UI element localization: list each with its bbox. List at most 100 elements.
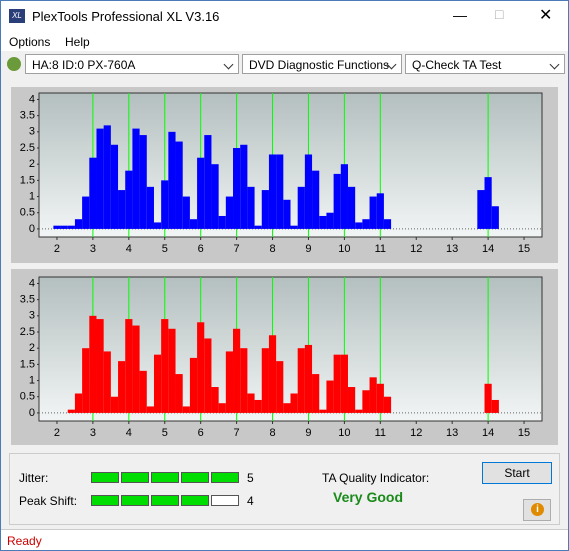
bar <box>369 196 377 229</box>
bar <box>96 319 104 413</box>
x-tick-label: 5 <box>162 243 168 255</box>
bar <box>319 409 327 413</box>
bar <box>139 135 147 229</box>
y-tick-label: 3 <box>29 310 35 322</box>
bar <box>168 328 176 413</box>
bar <box>347 387 356 413</box>
bar <box>362 219 370 229</box>
bar <box>254 225 262 229</box>
bar <box>247 186 255 229</box>
bar <box>118 190 126 229</box>
x-tick-label: 13 <box>446 427 458 439</box>
level-segment <box>151 472 179 483</box>
bar <box>484 383 492 413</box>
y-tick-label: 1.5 <box>20 174 35 186</box>
bar <box>103 125 111 229</box>
bar <box>376 193 384 229</box>
bar <box>218 215 226 229</box>
bar <box>233 328 241 413</box>
y-tick-label: 1.5 <box>20 358 35 370</box>
peak-shift-label: Peak Shift: <box>19 494 78 508</box>
bar <box>225 196 234 229</box>
bar <box>146 406 154 413</box>
drive-icon <box>7 57 21 71</box>
y-tick-label: 0 <box>29 223 35 235</box>
y-tick-label: 1 <box>29 374 35 386</box>
y-tick-label: 2 <box>29 158 35 170</box>
bar <box>319 215 327 229</box>
test-select[interactable]: Q-Check TA Test <box>405 54 565 74</box>
bar <box>189 357 198 413</box>
drive-select[interactable]: HA:8 ID:0 PX-760A <box>25 54 239 74</box>
bar <box>340 164 348 229</box>
bar <box>182 406 190 413</box>
y-tick-label: 2.5 <box>20 326 35 338</box>
bar <box>491 206 499 229</box>
bar <box>290 393 298 413</box>
x-tick-label: 3 <box>90 427 96 439</box>
bar <box>261 190 269 229</box>
level-segment <box>181 472 209 483</box>
y-tick-label: 3.5 <box>20 110 35 122</box>
bar <box>491 399 499 413</box>
menu-item[interactable]: Options <box>9 35 51 49</box>
bar <box>197 157 205 229</box>
bar <box>225 351 234 413</box>
bar <box>96 128 104 229</box>
x-tick-label: 10 <box>338 427 350 439</box>
x-tick-label: 7 <box>234 243 240 255</box>
status-text: Ready <box>7 534 42 548</box>
y-tick-label: 3 <box>29 126 35 138</box>
info-button[interactable]: i <box>523 499 551 521</box>
bar <box>132 325 140 413</box>
bar <box>268 154 277 229</box>
y-tick-label: 2.5 <box>20 142 35 154</box>
level-segment <box>181 495 209 506</box>
bar <box>304 344 313 413</box>
bar <box>347 186 356 229</box>
bar <box>146 186 154 229</box>
level-segment <box>211 472 239 483</box>
bar <box>153 354 162 413</box>
bar <box>110 396 119 413</box>
x-tick-label: 13 <box>446 243 458 255</box>
menu-bar: Options Help <box>1 31 568 51</box>
y-tick-label: 0.5 <box>20 391 35 403</box>
x-tick-label: 6 <box>198 243 204 255</box>
bar <box>139 370 147 413</box>
menu-item[interactable]: Help <box>65 35 90 49</box>
x-tick-label: 3 <box>90 243 96 255</box>
x-tick-label: 15 <box>518 427 530 439</box>
bar <box>355 409 363 413</box>
bar <box>383 396 392 413</box>
bar <box>312 170 320 229</box>
x-tick-label: 8 <box>269 243 275 255</box>
minimize[interactable]: — <box>453 7 467 23</box>
function-select[interactable]: DVD Diagnostic Functions <box>242 54 402 74</box>
y-tick-label: 2 <box>29 342 35 354</box>
bar <box>211 164 219 229</box>
bar <box>276 361 284 413</box>
bar <box>74 393 83 413</box>
bar <box>261 348 269 413</box>
ta-value: Very Good <box>333 489 404 505</box>
title-bar: XL PlexTools Professional XL V3.16 — □ ✕ <box>1 1 568 31</box>
close[interactable]: ✕ <box>539 7 553 24</box>
bar <box>333 173 341 229</box>
start-button[interactable]: Start <box>482 462 552 484</box>
bar <box>67 409 75 413</box>
level-segment <box>121 472 149 483</box>
bar <box>82 348 90 413</box>
bar <box>189 219 198 229</box>
x-tick-label: 9 <box>305 427 311 439</box>
maximize[interactable]: □ <box>495 6 504 22</box>
bar <box>276 154 284 229</box>
bar <box>247 393 255 413</box>
app-icon: XL <box>9 9 25 23</box>
results-panel <box>9 453 560 525</box>
bar <box>204 135 212 229</box>
y-tick-label: 1 <box>29 190 35 202</box>
bar <box>484 177 492 229</box>
bar <box>60 225 68 229</box>
bar <box>477 190 485 229</box>
